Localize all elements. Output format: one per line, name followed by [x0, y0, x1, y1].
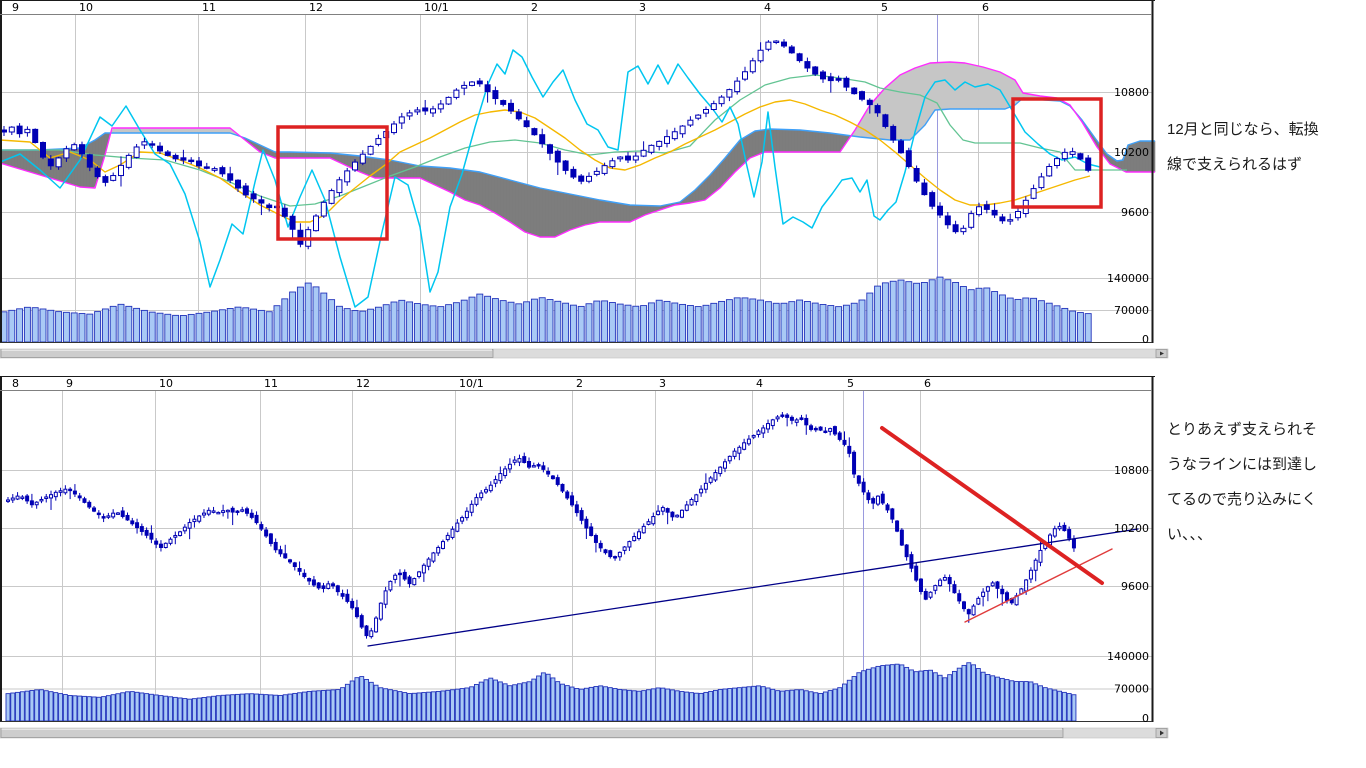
month-label: 12: [356, 377, 370, 390]
month-label: 6: [924, 377, 931, 390]
scrollbar-thumb[interactable]: [0, 728, 1064, 738]
bottom-trendline-chart-volume-bars: [5, 662, 1077, 722]
month-label: 10: [159, 377, 173, 390]
note2-line: とりあえず支えられそ: [1167, 421, 1318, 438]
annotation-note-1: 12月と同じなら、転換 線で支えられるはず: [1167, 112, 1366, 182]
top-ichimoku-chart-frame: [0, 0, 1155, 344]
top-ichimoku-chart-volume-bars: [0, 276, 1092, 343]
month-label: 6: [982, 1, 989, 14]
month-label: 11: [264, 377, 278, 390]
price-label: 9600: [1121, 206, 1149, 219]
volume-label: 70000: [1114, 683, 1149, 696]
note1-line: 線で支えられるはず: [1167, 156, 1303, 173]
price-label: 10200: [1114, 146, 1149, 159]
support-trendline-navy: [367, 528, 1139, 647]
price-label: 9600: [1121, 580, 1149, 593]
scrollbar-arrow-icon: [1160, 351, 1164, 356]
month-label: 9: [66, 377, 73, 390]
month-label: 5: [881, 1, 888, 14]
top-ichimoku-chart[interactable]: 9 10 11 12 10/1 2 3 4 5 6 10800 10200 9600 140000 7000…: [0, 0, 1169, 359]
highlight-boxes: [276, 97, 1103, 241]
volume-label: 70000: [1114, 304, 1149, 317]
scrollbar-track[interactable]: [0, 348, 1169, 359]
month-label: 2: [531, 1, 538, 14]
month-label: 10/1: [459, 377, 484, 390]
month-label: 3: [639, 1, 646, 14]
price-label: 10200: [1114, 522, 1149, 535]
bottom-trendline-chart-scrollbar[interactable]: [0, 727, 1169, 739]
falling-trendline-red-thick: [880, 426, 1104, 585]
month-label: 9: [12, 1, 19, 14]
top-ichimoku-chart-candles: [1, 39, 1092, 250]
month-label: 4: [764, 1, 771, 14]
bottom-trendline-chart-frame: [0, 376, 1155, 723]
month-label: 10: [79, 1, 93, 14]
volume-label: 140000: [1107, 650, 1149, 663]
scrollbar-thumb[interactable]: [0, 349, 494, 358]
price-label: 10800: [1114, 464, 1149, 477]
annotation-note-2: とりあえず支えられそ うなラインには到達し てるので売り込みにく い、、、: [1167, 412, 1366, 552]
price-label: 10800: [1114, 86, 1149, 99]
top-ichimoku-chart-scrollbar[interactable]: [0, 348, 1169, 359]
note1-line: 12月と同じなら、転換: [1167, 121, 1319, 138]
top-ichimoku-chart-labels: 9 10 11 12 10/1 2 3 4 5 6 10800 10200 9600 140000 7000…: [12, 1, 1149, 346]
bottom-trendline-chart[interactable]: 8 9 10 11 12 10/1 2 3 4 5 6 10800 10200 9600 140000 700…: [0, 376, 1169, 739]
month-label: 3: [659, 377, 666, 390]
month-label: 2: [576, 377, 583, 390]
note2-line: い、、、: [1167, 526, 1213, 543]
note2-line: うなラインには到達し: [1167, 456, 1318, 473]
volume-label: 0: [1142, 712, 1149, 725]
month-label: 5: [847, 377, 854, 390]
volume-label: 0: [1142, 333, 1149, 346]
rising-trendline-red-thin: [964, 548, 1113, 623]
scrollbar-arrow-icon: [1160, 730, 1164, 736]
month-label: 10/1: [424, 1, 449, 14]
month-label: 8: [12, 377, 19, 390]
red-highlight-box: [1011, 97, 1103, 209]
note2-line: てるので売り込みにく: [1167, 491, 1317, 508]
ichimoku-lines: [0, 49, 1127, 308]
month-label: 4: [756, 377, 763, 390]
red-highlight-box: [276, 125, 389, 241]
month-label: 11: [202, 1, 216, 14]
bottom-trendline-chart-labels: 8 9 10 11 12 10/1 2 3 4 5 6 10800 10200 9600 140000 700…: [12, 377, 1149, 725]
trend-lines: [367, 426, 1139, 647]
month-label: 12: [309, 1, 323, 14]
volume-label: 140000: [1107, 272, 1149, 285]
bottom-trendline-chart-candles: [6, 412, 1076, 639]
